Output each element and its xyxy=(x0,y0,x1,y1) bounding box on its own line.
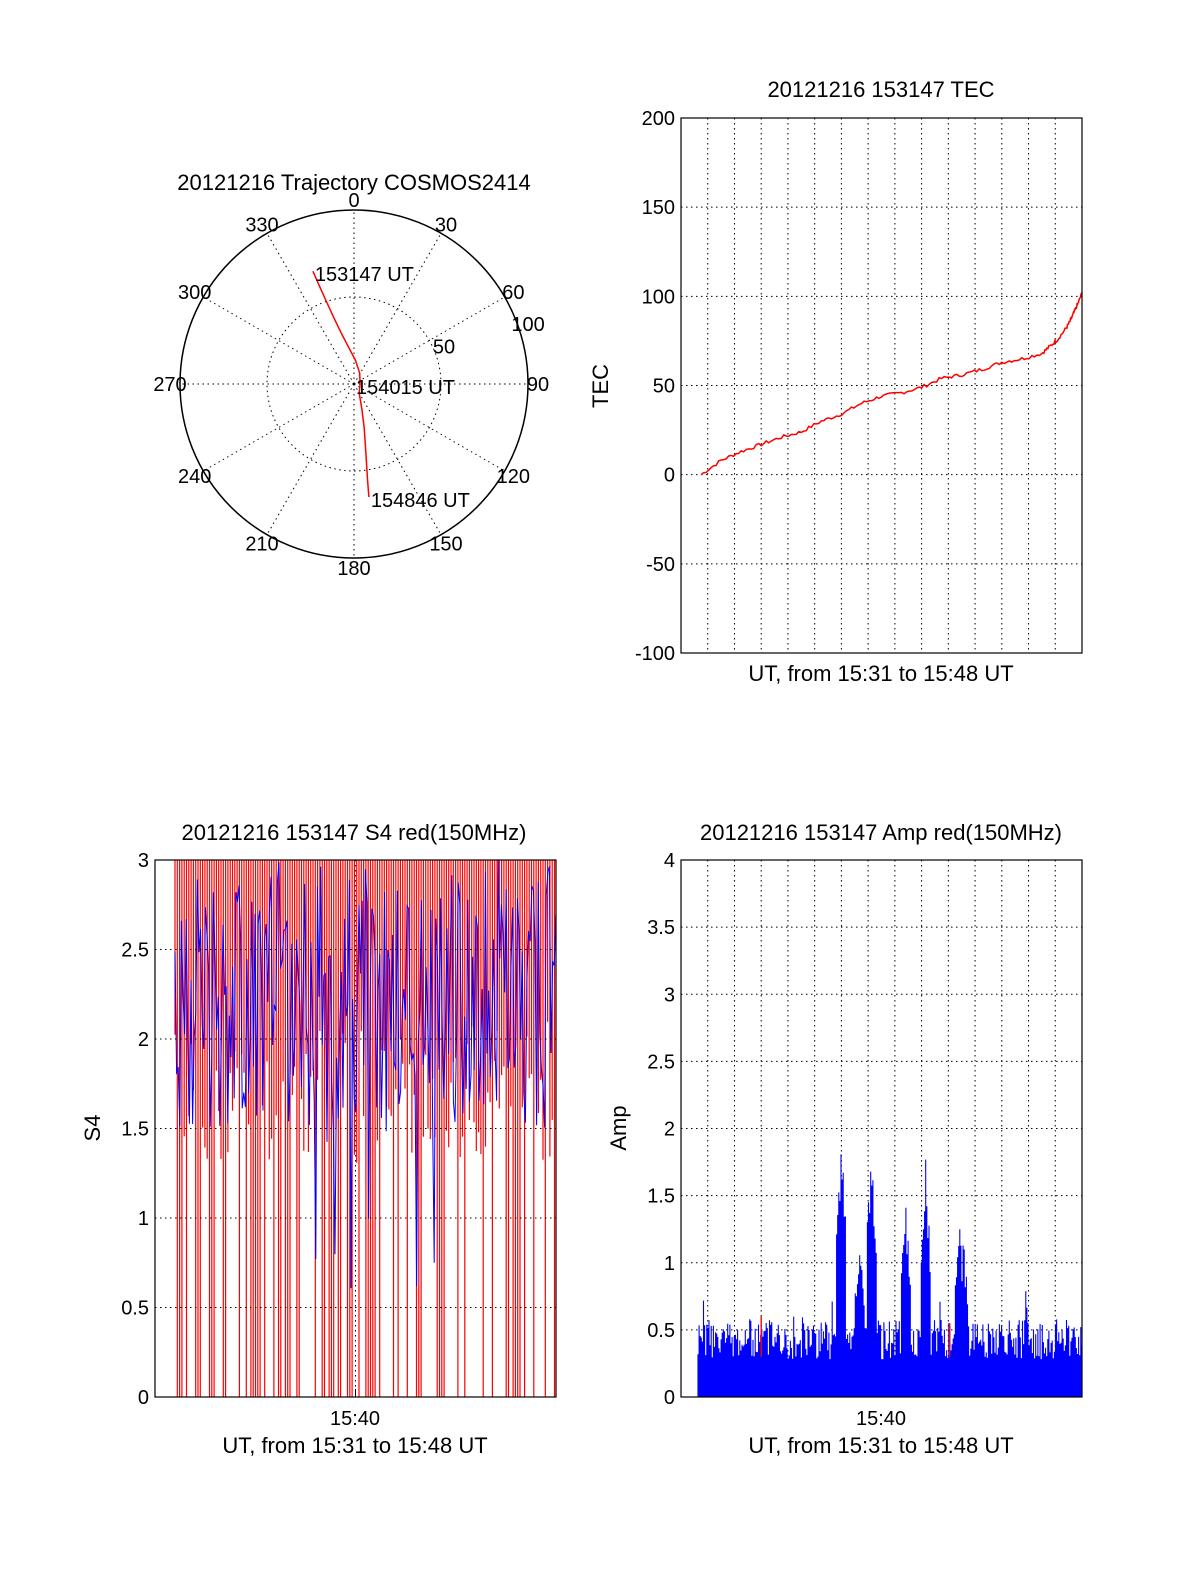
s4-y-ticks: 3 2.5 2 1.5 1 0.5 0 xyxy=(121,850,149,1409)
polar-grid xyxy=(179,209,529,559)
polar-radial-label: 100 xyxy=(511,314,544,336)
polar-azimuth-label: 0 xyxy=(348,190,359,212)
amp-ytick-label: 2.5 xyxy=(647,1051,675,1073)
amp-traces xyxy=(697,1154,1083,1397)
amp-ytick-label: 2 xyxy=(664,1119,675,1141)
s4-ylabel: S4 xyxy=(80,1115,105,1142)
s4-ytick-label: 2.5 xyxy=(121,940,149,962)
amp-blue-trace xyxy=(697,1154,1083,1397)
tec-series-line xyxy=(700,292,1083,476)
s4-panel: 20121216 153147 S4 red(150MHz) 3 2.5 2 1.5 1… xyxy=(80,820,557,1458)
tec-ytick-label: -100 xyxy=(635,643,675,665)
tec-panel: 20121216 153147 TEC 200150100500-50-100 … xyxy=(588,77,1083,686)
amp-ytick-label: 3.5 xyxy=(647,917,675,939)
s4-ytick-label: 0.5 xyxy=(121,1298,149,1320)
polar-title: 20121216 Trajectory COSMOS2414 xyxy=(177,170,530,195)
tec-ylabel: TEC xyxy=(588,364,613,408)
amp-xlabel: UT, from 15:31 to 15:48 UT xyxy=(748,1433,1013,1458)
tec-xlabel: UT, from 15:31 to 15:48 UT xyxy=(748,661,1013,686)
tec-title: 20121216 153147 TEC xyxy=(767,77,994,102)
polar-radial-labels: 50 100 xyxy=(433,314,545,359)
amp-y-ticks: 4 3.5 3 2.5 2 1.5 1 0.5 0 xyxy=(647,850,675,1409)
amp-ytick-label: 3 xyxy=(664,984,675,1006)
polar-spoke xyxy=(266,233,355,385)
trajectory-time-label: 153147 UT xyxy=(315,264,414,286)
tec-ytick-label: 200 xyxy=(642,108,675,130)
amp-title: 20121216 153147 Amp red(150MHz) xyxy=(700,820,1062,845)
polar-azimuth-label: 30 xyxy=(435,215,457,237)
trajectory-time-label: 154015 UT xyxy=(356,377,455,399)
polar-azimuth-label: 210 xyxy=(245,533,278,555)
amp-ytick-label: 4 xyxy=(664,850,675,872)
polar-spoke xyxy=(353,383,442,535)
tec-y-ticks: 200 150 100 50 0 -50 -100 xyxy=(635,108,675,665)
amp-grid xyxy=(681,859,1082,1398)
s4-grid xyxy=(155,859,556,1398)
polar-spoke xyxy=(353,233,442,385)
tec-ytick-label: -50 xyxy=(646,554,675,576)
polar-azimuth-label: 60 xyxy=(502,282,524,304)
amp-ytick-label: 0 xyxy=(664,1387,675,1409)
tec-ytick-label: 100 xyxy=(642,286,675,308)
tec-ytick-label: 0 xyxy=(664,465,675,487)
amp-ytick-label: 1.5 xyxy=(647,1186,675,1208)
polar-spoke xyxy=(353,383,505,472)
polar-outer-circle xyxy=(179,209,529,559)
s4-xtick-label: 15:40 xyxy=(330,1408,380,1430)
polar-azimuth-label: 120 xyxy=(497,466,530,488)
amp-red-trace xyxy=(760,1316,951,1357)
polar-azimuth-label: 300 xyxy=(178,282,211,304)
s4-blue-trace xyxy=(174,860,556,1289)
polar-inner-circle xyxy=(266,296,442,472)
polar-spoke xyxy=(203,296,355,385)
tec-plot-frame xyxy=(680,117,1083,654)
trajectory-time-label: 154846 UT xyxy=(371,490,470,512)
s4-red-traces xyxy=(174,860,556,1397)
trajectory-annotations: 153147 UT 154015 UT 154846 UT xyxy=(315,264,470,512)
amp-ytick-label: 1 xyxy=(664,1253,675,1275)
amp-xtick-label: 15:40 xyxy=(856,1408,906,1430)
polar-spoke xyxy=(203,383,355,472)
s4-ytick-label: 3 xyxy=(138,850,149,872)
amp-panel: 20121216 153147 Amp red(150MHz) 4 3.5 3 2.5… xyxy=(606,820,1083,1458)
amp-plot-frame xyxy=(680,859,1083,1398)
polar-azimuth-label: 150 xyxy=(429,533,462,555)
polar-radial-label: 50 xyxy=(433,336,455,358)
polar-azimuth-labels: 0 30 60 90 120 150 180 210 240 270 300 330 xyxy=(153,190,549,580)
polar-spoke xyxy=(353,296,505,385)
s4-ytick-label: 1 xyxy=(138,1208,149,1230)
polar-azimuth-label: 240 xyxy=(178,466,211,488)
s4-ytick-label: 0 xyxy=(138,1387,149,1409)
tec-ytick-label: 50 xyxy=(653,376,675,398)
amp-ylabel: Amp xyxy=(606,1105,631,1150)
amp-ytick-label: 0.5 xyxy=(647,1320,675,1342)
trajectory-line xyxy=(312,270,370,498)
s4-ytick-label: 1.5 xyxy=(121,1119,149,1141)
polar-azimuth-label: 270 xyxy=(153,374,186,396)
polar-spoke xyxy=(266,383,355,535)
tec-ytick-label: 150 xyxy=(642,197,675,219)
polar-trajectory-panel: 20121216 Trajectory COSMOS2414 0 30 60 90 12… xyxy=(153,170,549,580)
s4-xlabel: UT, from 15:31 to 15:48 UT xyxy=(222,1433,487,1458)
tec-grid xyxy=(681,117,1082,654)
polar-azimuth-label: 180 xyxy=(337,558,370,580)
s4-plot-frame xyxy=(154,859,557,1398)
s4-traces xyxy=(174,860,556,1397)
s4-title: 20121216 153147 S4 red(150MHz) xyxy=(182,820,527,845)
s4-ytick-label: 2 xyxy=(138,1029,149,1051)
polar-azimuth-label: 330 xyxy=(245,215,278,237)
polar-azimuth-label: 90 xyxy=(527,374,549,396)
